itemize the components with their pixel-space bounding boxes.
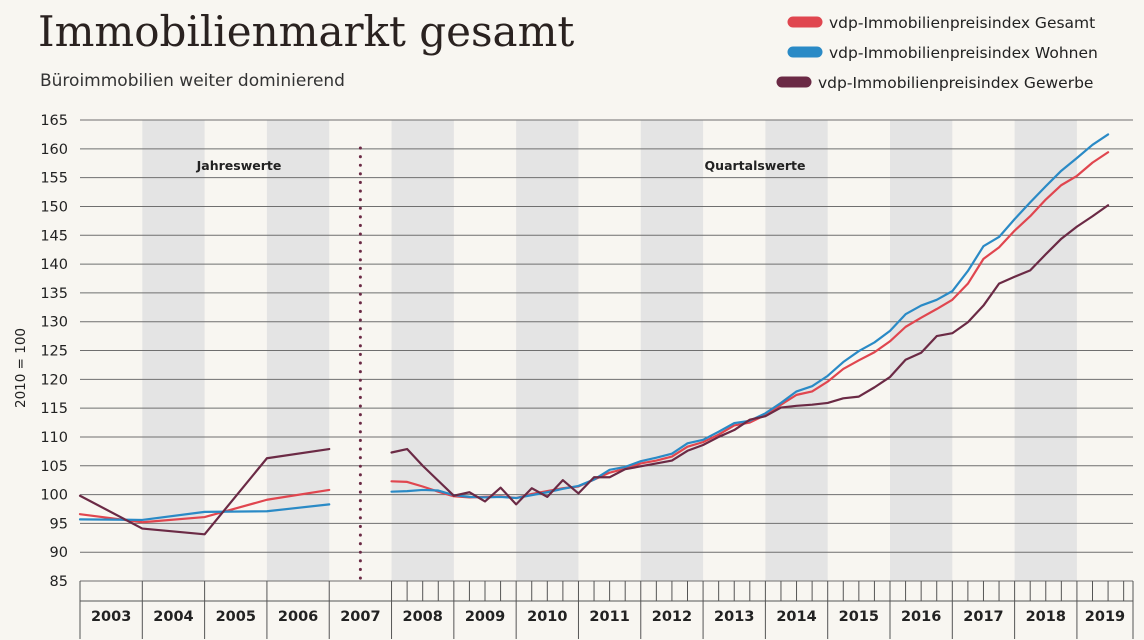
chart-subtitle: Büroimmobilien weiter dominierend bbox=[40, 71, 345, 91]
grid bbox=[80, 119, 1133, 582]
y-axis: 85 90 95 100 105 110 115 120 125 130 135 140 145 150 1… bbox=[40, 113, 68, 590]
x-tick-2008: 2008 bbox=[403, 609, 443, 625]
x-tick-2017: 2017 bbox=[963, 609, 1003, 625]
x-tick-2013: 2013 bbox=[714, 609, 754, 625]
x-tick-2012: 2012 bbox=[652, 609, 692, 625]
x-tick-2004: 2004 bbox=[153, 609, 193, 625]
series-gewerbe-quarterly bbox=[390, 204, 1110, 506]
y-tick-90: 90 bbox=[50, 545, 68, 561]
y-tick-120: 120 bbox=[40, 372, 68, 388]
x-tick-2014: 2014 bbox=[776, 609, 816, 625]
chart-title: Immobilienmarkt gesamt bbox=[38, 7, 574, 56]
y-tick-100: 100 bbox=[40, 488, 68, 504]
legend: vdp-Immobilienpreisindex Gesamt vdp-Immob… bbox=[776, 14, 1098, 92]
x-tick-2006: 2006 bbox=[278, 609, 318, 625]
series-wohnen-annual bbox=[78, 503, 331, 522]
series-wohnen-quarterly bbox=[390, 133, 1110, 500]
series-lines bbox=[78, 133, 1110, 536]
y-tick-95: 95 bbox=[50, 516, 68, 532]
y-tick-105: 105 bbox=[40, 459, 68, 475]
x-tick-2016: 2016 bbox=[901, 609, 941, 625]
y-tick-165: 165 bbox=[40, 113, 68, 129]
x-tick-2005: 2005 bbox=[216, 609, 256, 625]
y-tick-155: 155 bbox=[40, 171, 68, 187]
y-tick-135: 135 bbox=[40, 286, 68, 302]
x-tick-2019: 2019 bbox=[1085, 609, 1125, 625]
series-gewerbe-annual bbox=[78, 447, 331, 536]
y-tick-115: 115 bbox=[40, 401, 68, 417]
series-gesamt-quarterly bbox=[390, 151, 1110, 500]
y-tick-145: 145 bbox=[40, 228, 68, 244]
x-axis: 2003 2004 2005 2006 2007 2008 2009 2010 2011 2012… bbox=[79, 581, 1134, 639]
x-tick-2011: 2011 bbox=[589, 609, 629, 625]
y-tick-85: 85 bbox=[50, 574, 68, 590]
annotation-quartalswerte: Quartalswerte bbox=[705, 158, 806, 173]
y-tick-110: 110 bbox=[40, 430, 68, 446]
x-tick-2018: 2018 bbox=[1026, 609, 1066, 625]
y-tick-140: 140 bbox=[40, 257, 68, 273]
x-tick-2015: 2015 bbox=[839, 609, 879, 625]
legend-label-gesamt: vdp-Immobilienpreisindex Gesamt bbox=[829, 14, 1095, 32]
x-tick-2009: 2009 bbox=[465, 609, 505, 625]
x-tick-2003: 2003 bbox=[91, 609, 131, 625]
y-tick-150: 150 bbox=[40, 199, 68, 215]
y-axis-label: 2010 = 100 bbox=[13, 328, 29, 408]
annotation-jahreswerte: Jahreswerte bbox=[196, 158, 282, 173]
legend-label-gewerbe: vdp-Immobilienpreisindex Gewerbe bbox=[818, 74, 1093, 92]
legend-label-wohnen: vdp-Immobilienpreisindex Wohnen bbox=[829, 44, 1098, 62]
y-tick-125: 125 bbox=[40, 344, 68, 360]
y-tick-160: 160 bbox=[40, 142, 68, 158]
x-tick-2010: 2010 bbox=[527, 609, 567, 625]
y-tick-130: 130 bbox=[40, 315, 68, 331]
x-tick-2007: 2007 bbox=[340, 609, 380, 625]
